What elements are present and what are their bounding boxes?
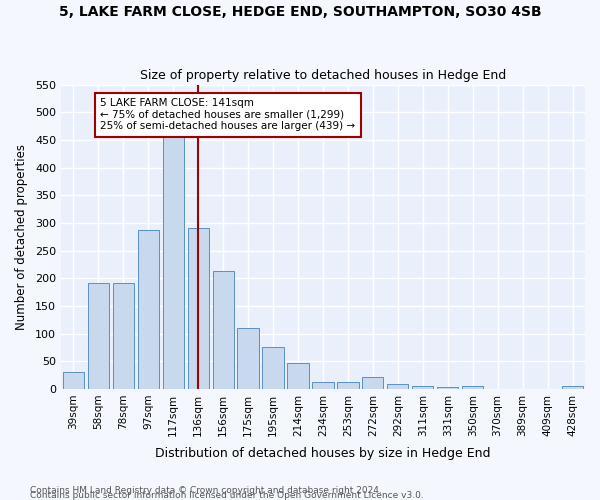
Bar: [362, 378, 383, 389]
Bar: [63, 372, 84, 389]
Bar: [163, 134, 184, 389]
Text: Contains HM Land Registry data © Crown copyright and database right 2024.: Contains HM Land Registry data © Crown c…: [30, 486, 382, 495]
Bar: [437, 386, 458, 389]
Title: Size of property relative to detached houses in Hedge End: Size of property relative to detached ho…: [140, 69, 506, 82]
X-axis label: Distribution of detached houses by size in Hedge End: Distribution of detached houses by size …: [155, 447, 491, 460]
Bar: [287, 363, 308, 389]
Bar: [137, 230, 159, 389]
Bar: [337, 382, 359, 389]
Bar: [88, 282, 109, 389]
Bar: [113, 282, 134, 389]
Text: 5, LAKE FARM CLOSE, HEDGE END, SOUTHAMPTON, SO30 4SB: 5, LAKE FARM CLOSE, HEDGE END, SOUTHAMPT…: [59, 5, 541, 19]
Bar: [212, 271, 234, 389]
Bar: [313, 382, 334, 389]
Bar: [387, 384, 409, 389]
Text: 5 LAKE FARM CLOSE: 141sqm
← 75% of detached houses are smaller (1,299)
25% of se: 5 LAKE FARM CLOSE: 141sqm ← 75% of detac…: [100, 98, 355, 132]
Bar: [262, 348, 284, 389]
Text: Contains public sector information licensed under the Open Government Licence v3: Contains public sector information licen…: [30, 490, 424, 500]
Bar: [238, 328, 259, 389]
Bar: [188, 228, 209, 389]
Bar: [562, 386, 583, 389]
Bar: [462, 386, 484, 389]
Bar: [412, 386, 433, 389]
Y-axis label: Number of detached properties: Number of detached properties: [15, 144, 28, 330]
